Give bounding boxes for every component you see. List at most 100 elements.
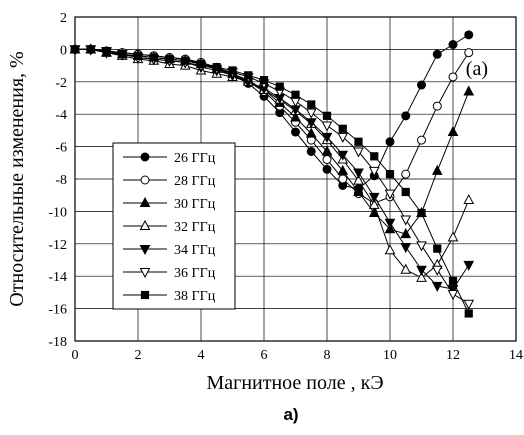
data-point [416, 265, 427, 276]
data-point [322, 155, 332, 165]
plot-frame [74, 16, 517, 342]
data-point [321, 145, 333, 156]
x-axis-title: Магнитное поле , кЭ [206, 372, 383, 394]
y-tick-label: -12 [48, 238, 67, 253]
data-point [337, 150, 349, 161]
figure-caption: а) [283, 405, 298, 424]
x-tick-label: 10 [383, 348, 397, 363]
data-point [448, 40, 458, 50]
data-point [448, 276, 458, 286]
data-point [305, 118, 317, 129]
y-axis-title: Относительные изменения, % [6, 51, 28, 306]
data-point [400, 228, 412, 239]
legend-marker [139, 219, 151, 230]
legend-label: 36 ГГц [174, 266, 216, 281]
data-point [338, 174, 348, 184]
y-tick-label: -16 [48, 303, 67, 318]
data-point [384, 244, 396, 255]
data-point [401, 187, 410, 197]
y-tick-label: -2 [55, 76, 67, 91]
legend-marker [139, 268, 151, 279]
data-point [463, 299, 475, 310]
data-point [464, 48, 474, 58]
data-point [353, 174, 364, 185]
data-point [463, 193, 475, 205]
legend-item: 26 ГГц [123, 151, 216, 166]
legend-marker [139, 196, 151, 207]
legend-item: 30 ГГц [123, 196, 216, 212]
data-point [321, 132, 333, 143]
data-point [306, 146, 316, 156]
data-point [400, 243, 412, 254]
data-point [417, 135, 426, 145]
data-point [228, 66, 237, 75]
data-point [464, 30, 474, 40]
data-point [86, 45, 95, 54]
data-point [400, 215, 412, 226]
data-point [463, 260, 475, 271]
tick-layer: 0 2 4 6 8 10 12 14 2 0 -2 -4 -6 -8 -10 -12 -14 -16 -18 [48, 11, 523, 363]
data-point [368, 198, 380, 209]
panel-label: (a) [466, 58, 488, 80]
data-point [400, 263, 412, 274]
data-point [133, 51, 143, 60]
legend-item: 36 ГГц [123, 266, 216, 281]
data-point [431, 164, 443, 175]
legend-item: 28 ГГц [123, 174, 216, 189]
data-point [165, 55, 174, 64]
y-tick-label: 2 [60, 11, 67, 26]
data-point [417, 80, 426, 90]
data-point [368, 192, 380, 203]
data-point [417, 208, 426, 218]
legend-item: 32 ГГц [123, 219, 216, 235]
data-point [353, 147, 364, 158]
x-tick-label: 8 [324, 348, 331, 363]
series-layer [69, 30, 475, 318]
y-tick-label: -8 [55, 173, 67, 188]
data-point [307, 100, 316, 109]
y-tick-label: -6 [55, 141, 67, 156]
y-tick-label: -10 [48, 205, 67, 220]
data-point [181, 56, 190, 65]
legend-item: 34 ГГц [123, 243, 216, 258]
data-point [291, 127, 300, 137]
data-point [291, 90, 300, 99]
legend-label: 34 ГГц [174, 243, 216, 258]
data-point [431, 265, 443, 276]
data-point [196, 59, 206, 69]
y-tick-label: -18 [48, 335, 67, 350]
legend-label: 38 ГГц [174, 289, 216, 304]
data-point [464, 309, 473, 318]
data-point [368, 166, 380, 177]
data-point [321, 121, 333, 132]
data-point [337, 164, 349, 175]
data-point [432, 101, 442, 111]
data-point [432, 49, 442, 59]
data-point [463, 85, 475, 96]
data-point [447, 125, 459, 137]
data-point [322, 164, 332, 174]
data-point [275, 82, 284, 91]
data-point [384, 218, 396, 229]
data-point [259, 76, 269, 85]
data-point [338, 124, 347, 133]
data-point [416, 271, 427, 282]
legend: 26 ГГц 28 ГГц 30 ГГц 32 ГГц 34 ГГц 36 ГГц 38 Г… [112, 142, 236, 310]
data-point [337, 132, 349, 143]
legend-label: 32 ГГц [174, 220, 216, 235]
data-point [370, 152, 379, 161]
series-6 [70, 45, 473, 318]
data-point [447, 231, 459, 242]
data-point [431, 281, 443, 292]
legend-item: 38 ГГц [123, 289, 216, 304]
data-point [305, 127, 317, 138]
data-point [385, 170, 395, 179]
data-point [354, 137, 363, 146]
data-point [401, 111, 411, 121]
y-tick-label: -4 [55, 108, 67, 123]
data-point [448, 72, 458, 82]
data-point [447, 290, 459, 301]
y-tick-label: 0 [60, 43, 67, 58]
data-point [433, 244, 442, 253]
data-point [244, 71, 253, 80]
